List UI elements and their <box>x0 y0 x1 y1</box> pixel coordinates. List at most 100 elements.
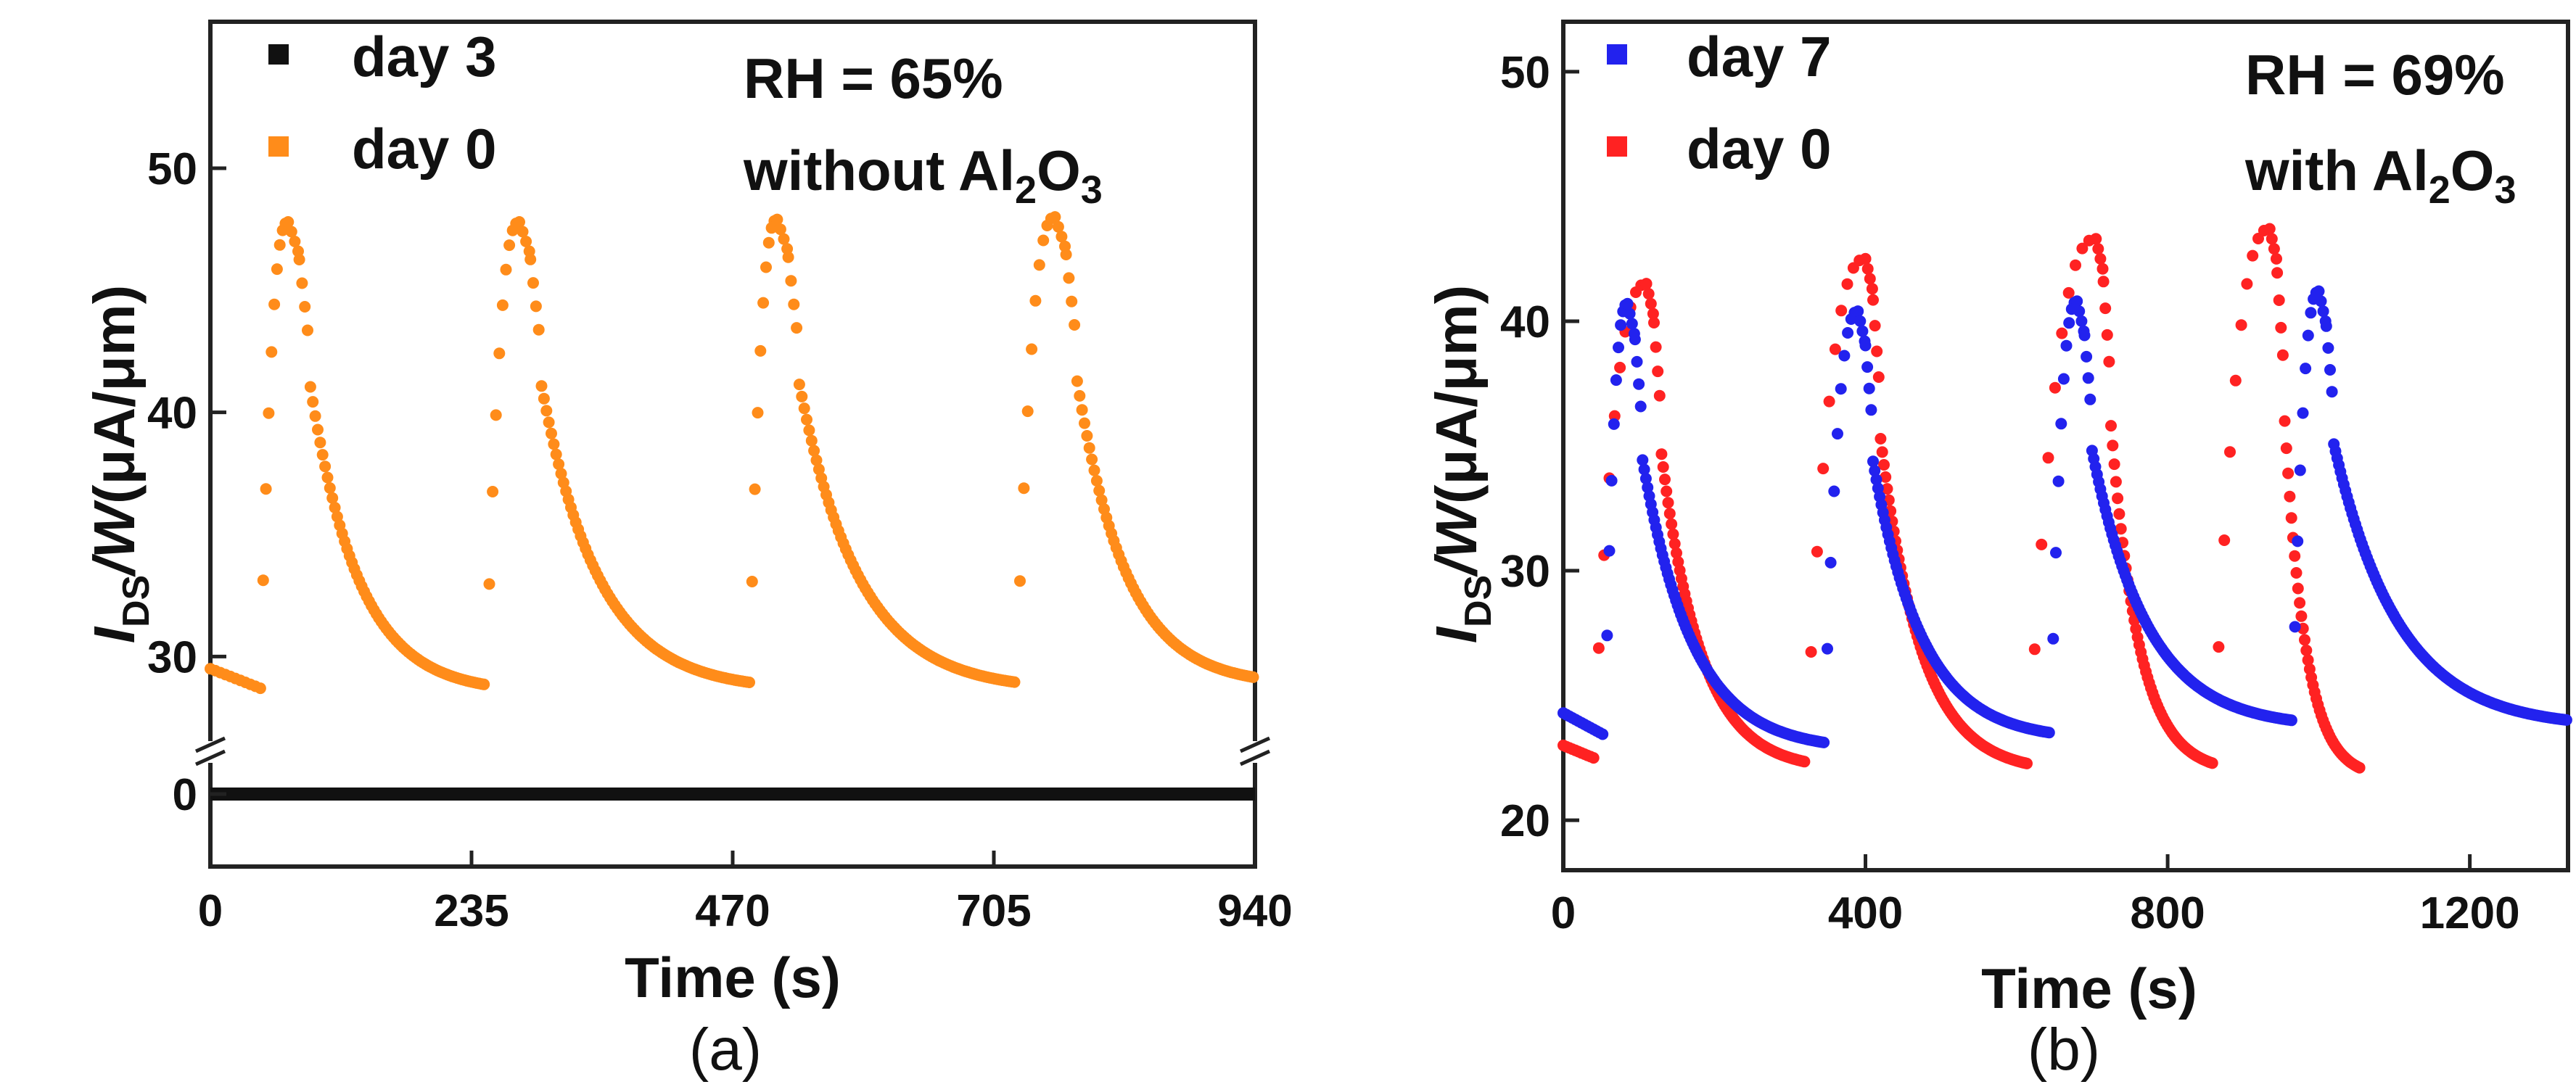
panel-a-day0-point <box>762 236 775 249</box>
panel-b-day0-point <box>1859 252 1872 265</box>
panel-b-day0-point <box>2252 233 2264 244</box>
panel-b-day7-point <box>1869 465 1881 477</box>
panel-a-day0-point <box>1071 375 1083 387</box>
panel-b-plot-frame <box>1561 20 2570 872</box>
panel-b-day0-point <box>2268 243 2280 255</box>
panel-b-day7-point <box>1597 728 1609 740</box>
panel-a-day0-point <box>791 322 803 334</box>
panel-a-day0-point <box>319 460 332 473</box>
panel-b-day7-point <box>2081 350 2093 363</box>
panel-b-day0-point <box>2218 534 2231 546</box>
panel-b-day7-point <box>1608 418 1620 430</box>
panel-b-xtick-label: 400 <box>1828 888 1903 938</box>
panel-b-day7-point <box>1610 374 1622 387</box>
panel-a-day0-point <box>257 574 269 587</box>
panel-b-day0-point <box>1880 471 1892 483</box>
panel-b-day0-point <box>1864 273 1876 285</box>
panel-a-day0-point <box>781 243 794 255</box>
panel-b-day7-point <box>2063 317 2075 329</box>
panel-b-annotation-mid: O <box>2451 139 2495 202</box>
panel-b-xtick-label: 800 <box>2130 888 2205 938</box>
panel-b-day0-point <box>2090 233 2102 245</box>
panel-b-day0-point <box>1587 752 1600 764</box>
panel-b-day7-point <box>1838 350 1851 362</box>
panel-b-day7-point <box>1629 334 1641 346</box>
panel-a-ylabel-unit: (μA/μm) <box>82 285 147 504</box>
panel-b-day0-point <box>2107 439 2119 452</box>
panel-a-day0-point <box>812 463 825 476</box>
panel-b-day0-point <box>2273 294 2285 306</box>
panel-a-day0-point <box>513 216 525 228</box>
panel-b-annotation-rh: RH = 69% <box>2245 43 2505 107</box>
panel-b-day7-point <box>2292 535 2304 547</box>
svg-text:IDS/W(μA/μm): IDS/W(μA/μm) <box>1424 285 1499 644</box>
panel-b-day0-point <box>1663 508 1676 520</box>
panel-b-day0-point <box>2284 490 2296 503</box>
panel-b-day7-point <box>1865 404 1877 416</box>
panel-a-xtick-label: 940 <box>1217 886 1292 936</box>
panel-b-day7-point <box>1626 318 1638 330</box>
panel-b-day7-point <box>2285 714 2297 727</box>
panel-a-day0-point <box>538 392 550 405</box>
panel-b-annotation-sub1: 2 <box>2429 168 2451 212</box>
panel-b-day0-point <box>2292 582 2304 595</box>
panel-b-day0-point <box>1866 283 1878 295</box>
panel-b-day0-point <box>1805 646 1817 658</box>
panel-a-day0-point <box>324 482 336 494</box>
panel-b-day0-point <box>2282 467 2295 479</box>
panel-b-day0-point <box>1652 365 1664 378</box>
panel-b-day0-point <box>1867 294 1879 306</box>
panel-a-break-mark <box>194 749 226 766</box>
panel-b-day7-point <box>1637 454 1649 466</box>
panel-a-day0-point <box>1086 453 1098 466</box>
panel-a-day0-point <box>316 449 329 461</box>
panel-b-label: (b) <box>2028 1017 2100 1083</box>
panel-b-day7-point <box>1861 361 1874 373</box>
panel-a-annotation-sub2: 3 <box>1081 168 1103 212</box>
panel-a-day0-point <box>1083 442 1095 454</box>
panel-b-day0-point <box>1878 459 1890 471</box>
panel-b-day0-point <box>2115 523 2127 535</box>
panel-b-day0-point <box>1881 483 1893 495</box>
panel-b-day7-point <box>1854 315 1867 327</box>
panel-b-day0-point <box>1871 345 1883 357</box>
panel-b-day0-point <box>2271 267 2284 279</box>
panel-b-day0-point <box>1659 474 1671 486</box>
panel-b-x-axis-title: Time (s) <box>1981 956 2197 1020</box>
panel-a-day0-point <box>296 277 308 289</box>
panel-a-day0-point <box>1088 464 1100 476</box>
panel-a-day0-point <box>785 275 797 287</box>
panel-a-day0-point <box>1063 272 1075 284</box>
panel-a: 0 235 470 705 940 30 40 50 0 day 3 day 0 RH = 65… <box>82 20 1293 1083</box>
panel-a-day0-point <box>1081 430 1093 442</box>
panel-a-day0-point <box>321 471 334 484</box>
panel-b-day0-point <box>2062 286 2075 299</box>
panel-a-break-mark <box>194 736 226 753</box>
panel-a-day0-point <box>496 299 509 311</box>
panel-b-day7-point <box>1824 556 1837 569</box>
panel-b-day0-point <box>1614 361 1626 373</box>
panel-a-day0-point <box>285 226 297 238</box>
panel-b-day7-point <box>2297 407 2309 419</box>
panel-a-ylabel-rest: /W <box>82 500 147 577</box>
panel-a-day0-point <box>793 379 805 391</box>
panel-b-xtick-label: 1200 <box>2420 888 2520 938</box>
panel-b-day0-point <box>2028 643 2041 656</box>
panel-a-ylabel-main: I <box>82 626 147 643</box>
panel-b-day0-point <box>2206 757 2218 769</box>
panel-b-day0-point <box>2266 233 2278 245</box>
panel-a-day0-point <box>500 263 512 276</box>
panel-a-day0-point <box>540 405 553 417</box>
panel-b-day0-point <box>1642 288 1655 300</box>
panel-a-label: (a) <box>689 1017 762 1083</box>
panel-b-day7-point <box>1603 545 1616 557</box>
panel-b-ylabel-rest: /W <box>1424 500 1489 577</box>
panel-b-day7-point <box>2057 373 2070 385</box>
panel-b-day0-point <box>1835 305 1848 317</box>
panel-b-day0-point <box>2021 757 2033 769</box>
panel-b-day7-point <box>2560 714 2572 726</box>
panel-b-day7-point <box>2052 475 2065 487</box>
panel-b-day0-point <box>2275 321 2287 334</box>
panel-a-day0-point <box>1095 494 1108 506</box>
